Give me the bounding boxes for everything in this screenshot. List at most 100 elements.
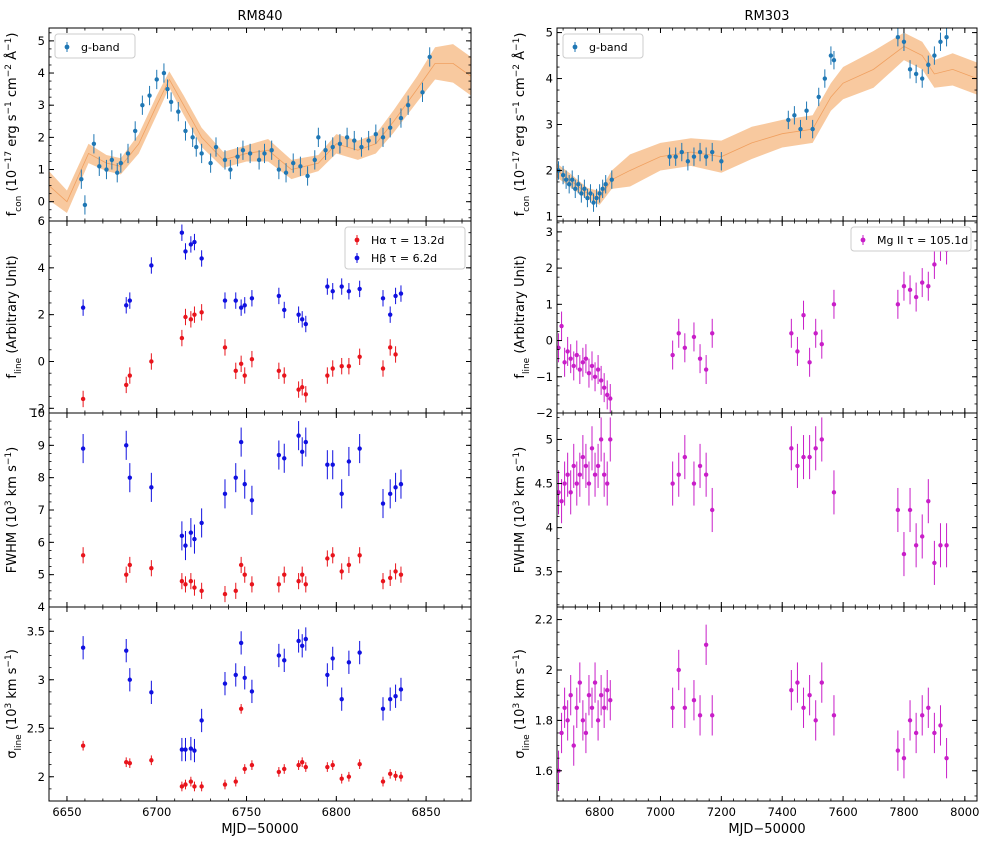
- data-point: [387, 125, 393, 130]
- data-point: [605, 481, 610, 486]
- model-line: [557, 45, 977, 199]
- data-point: [357, 354, 362, 360]
- data-point: [296, 387, 301, 392]
- data-point: [228, 167, 233, 172]
- y-tick-label: 5: [38, 34, 45, 48]
- data-point: [346, 289, 352, 294]
- legend: Mg II τ = 105.1d: [850, 226, 972, 252]
- data-point: [296, 312, 301, 317]
- data-point: [233, 779, 238, 784]
- data-point: [179, 533, 185, 539]
- data-point: [816, 94, 821, 100]
- legend-marker: [64, 44, 70, 50]
- data-point: [557, 345, 561, 350]
- data-point: [601, 705, 607, 710]
- data-point: [594, 195, 599, 201]
- data-point: [573, 186, 578, 192]
- data-point: [589, 363, 595, 369]
- legend-label: g-band: [589, 41, 628, 54]
- data-point: [703, 154, 709, 159]
- data-point: [357, 650, 362, 655]
- data-point: [562, 481, 567, 486]
- data-point: [303, 392, 308, 397]
- data-point: [127, 562, 133, 568]
- data-point: [238, 706, 244, 712]
- data-point: [188, 578, 194, 584]
- plot-area: [80, 627, 404, 792]
- legend-box: [54, 33, 136, 59]
- data-point: [183, 314, 188, 320]
- y-tick-label: 3: [546, 225, 553, 239]
- panel-rm303-line-flux: −2 −1 0 1 2 3 fline (Arbitrary Unit) Mg II τ = …: [513, 220, 978, 420]
- data-point: [807, 454, 812, 460]
- data-point: [586, 370, 592, 376]
- legend-label: Hα τ = 13.2d: [371, 234, 444, 247]
- data-point: [149, 359, 154, 364]
- data-point: [932, 53, 937, 58]
- data-point: [795, 463, 800, 469]
- data-point: [300, 643, 305, 648]
- data-point: [568, 356, 573, 361]
- data-point: [670, 481, 675, 486]
- data-point: [305, 173, 310, 179]
- data-point: [398, 572, 404, 577]
- data-point: [691, 154, 697, 159]
- data-point: [801, 312, 806, 318]
- data-point: [583, 356, 589, 361]
- data-point: [262, 151, 267, 156]
- data-point: [303, 439, 308, 445]
- data-point: [300, 385, 305, 390]
- data-point: [300, 572, 305, 577]
- data-point: [235, 154, 240, 159]
- y-tick-label: 5: [38, 568, 45, 582]
- data-point: [387, 312, 393, 317]
- data-point: [670, 352, 675, 358]
- data-point: [346, 562, 352, 568]
- data-point: [938, 543, 943, 548]
- data-point: [427, 54, 432, 60]
- data-point: [703, 472, 709, 477]
- data-point: [179, 784, 185, 789]
- data-point: [676, 472, 681, 477]
- y-tick-label: 8: [38, 471, 45, 485]
- data-point: [831, 302, 837, 307]
- series-mg: [557, 231, 949, 413]
- data-point: [300, 449, 305, 454]
- data-point: [339, 284, 344, 289]
- data-point: [276, 769, 282, 775]
- data-point: [325, 284, 330, 289]
- data-point: [242, 303, 247, 308]
- data-point: [282, 307, 287, 313]
- data-point: [179, 335, 185, 341]
- series-g-band: [557, 28, 949, 212]
- data-point: [233, 672, 238, 678]
- data-point: [346, 774, 352, 779]
- legend-marker: [572, 44, 578, 50]
- y-tick-label: −2: [28, 401, 45, 415]
- data-point: [895, 302, 901, 307]
- data-point: [282, 456, 287, 461]
- data-point: [565, 718, 570, 723]
- data-point: [813, 718, 818, 723]
- data-point: [801, 454, 806, 460]
- data-point: [238, 361, 244, 367]
- y-tick-label: 2: [38, 308, 45, 322]
- data-point: [926, 705, 931, 710]
- data-point: [346, 660, 352, 665]
- data-point: [256, 157, 262, 163]
- data-point: [91, 141, 97, 146]
- data-point: [913, 294, 919, 300]
- data-point: [330, 553, 335, 558]
- y-tick-label: 5: [546, 432, 553, 446]
- data-point: [303, 636, 308, 642]
- x-tick-label: 8000: [950, 805, 979, 819]
- data-point: [562, 360, 567, 365]
- data-point: [807, 692, 812, 698]
- y-tick-label: 0: [546, 334, 553, 348]
- y-axis-label: fline (Arbitrary Unit): [513, 255, 532, 378]
- data-point: [325, 373, 330, 378]
- data-point: [667, 154, 672, 159]
- data-point: [703, 367, 709, 372]
- y-tick-label: −2: [536, 406, 553, 420]
- data-point: [710, 507, 715, 513]
